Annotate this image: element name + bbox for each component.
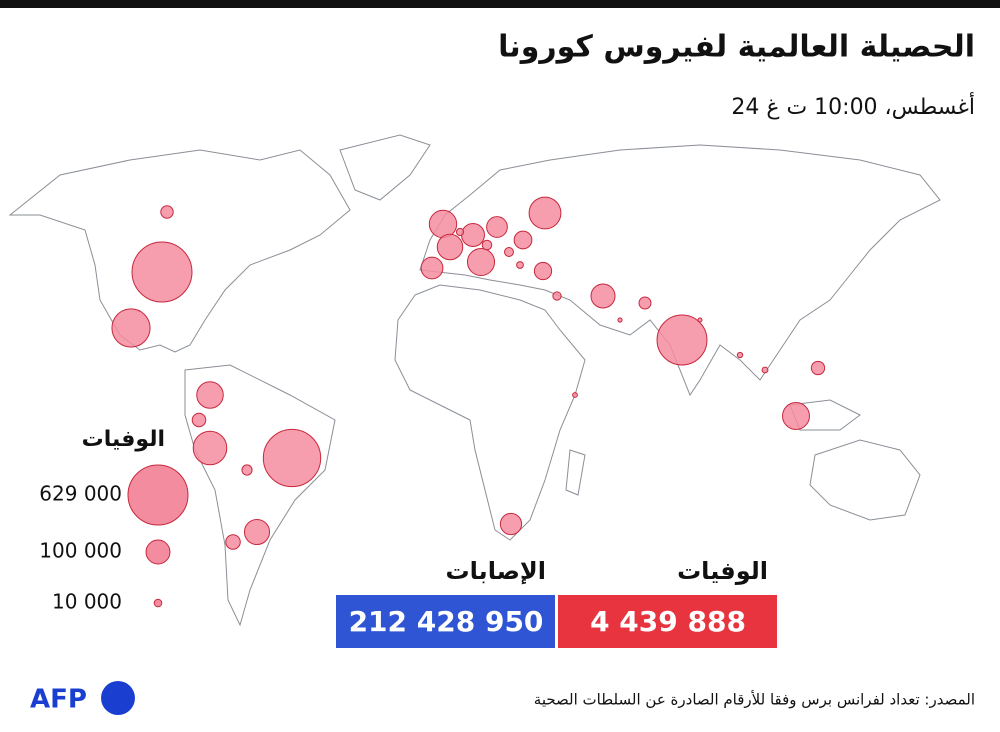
bubble bbox=[516, 261, 524, 269]
bubble bbox=[160, 205, 174, 219]
bubble bbox=[196, 381, 224, 409]
total-box bbox=[336, 595, 555, 648]
bubble bbox=[481, 239, 493, 251]
bubble bbox=[243, 518, 271, 546]
bubble bbox=[782, 402, 810, 430]
bubble bbox=[241, 464, 253, 476]
bubble bbox=[436, 233, 464, 261]
bubble bbox=[192, 430, 228, 466]
bubble bbox=[486, 216, 508, 238]
source: المصدر: تعداد لفرانس برس وفقا للأرقام ال… bbox=[534, 690, 975, 709]
total-name: الوفيات bbox=[677, 557, 768, 585]
bubble bbox=[697, 317, 703, 323]
total-box bbox=[558, 595, 777, 648]
bubble bbox=[455, 227, 465, 237]
top-bar bbox=[0, 0, 1000, 8]
bubble bbox=[131, 241, 193, 303]
bubble bbox=[428, 209, 458, 239]
logo-dot bbox=[101, 681, 135, 715]
bubble bbox=[656, 314, 708, 366]
bubble bbox=[225, 534, 241, 550]
bubble bbox=[466, 247, 496, 277]
legend-label: 100 000 bbox=[39, 539, 122, 563]
bubble bbox=[810, 360, 826, 376]
total-value: 212 428 950 bbox=[349, 605, 544, 638]
legend-title: الوفيات bbox=[82, 427, 165, 452]
subtitle: 24 أغسطس، 10:00 ت غ bbox=[731, 92, 975, 120]
legend-bubble bbox=[145, 539, 171, 565]
total-name: الإصابات bbox=[446, 557, 546, 585]
bubble bbox=[590, 283, 616, 309]
bubble bbox=[461, 223, 485, 247]
bubble bbox=[262, 428, 322, 488]
total-value: 4 439 888 bbox=[590, 605, 746, 638]
bubble bbox=[638, 296, 652, 310]
legend-bubble bbox=[153, 598, 163, 608]
bubble bbox=[572, 392, 578, 398]
bubble bbox=[499, 512, 523, 536]
bubble bbox=[504, 247, 514, 257]
bubble bbox=[552, 291, 562, 301]
bubble bbox=[420, 256, 444, 280]
bubble bbox=[761, 366, 769, 374]
legend-label: 10 000 bbox=[52, 590, 122, 614]
bubble bbox=[191, 412, 207, 428]
logo: AFP bbox=[30, 685, 87, 715]
bubble bbox=[533, 261, 553, 281]
bubble bbox=[111, 308, 151, 348]
bubble bbox=[617, 317, 623, 323]
legend-bubble bbox=[127, 464, 189, 526]
bubble bbox=[736, 351, 744, 359]
title: الحصيلة العالمية لفيروس كورونا bbox=[498, 30, 975, 65]
legend-label: 629 000 bbox=[39, 482, 122, 506]
bubble bbox=[528, 196, 562, 230]
bubble bbox=[513, 230, 533, 250]
